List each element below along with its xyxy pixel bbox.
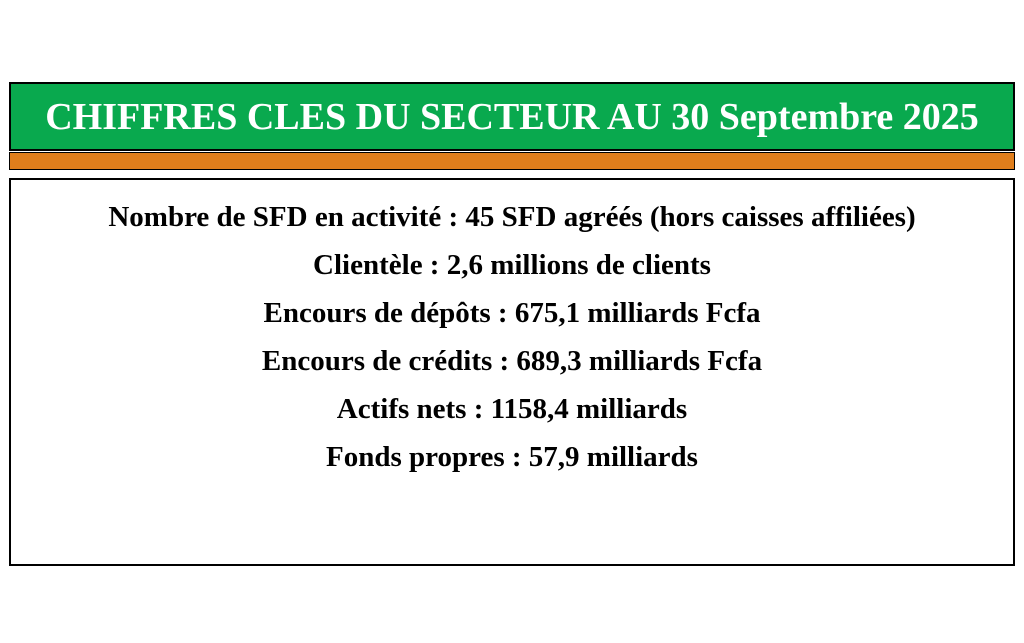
page-title: CHIFFRES CLES DU SECTEUR AU 30 Septembre… <box>45 95 979 138</box>
stat-line-sfd-count: Nombre de SFD en activité : 45 SFD agréé… <box>108 201 916 233</box>
orange-divider <box>9 152 1015 170</box>
stat-line-clientele: Clientèle : 2,6 millions de clients <box>313 249 711 281</box>
stats-box: Nombre de SFD en activité : 45 SFD agréé… <box>9 178 1015 566</box>
stat-line-encours-credits: Encours de crédits : 689,3 milliards Fcf… <box>261 345 763 377</box>
stat-line-fonds-propres: Fonds propres : 57,9 milliards <box>326 441 698 473</box>
header-banner: CHIFFRES CLES DU SECTEUR AU 30 Septembre… <box>9 82 1015 151</box>
stat-line-encours-depots: Encours de dépôts : 675,1 milliards Fcfa <box>263 297 761 329</box>
stat-line-actifs-nets: Actifs nets : 1158,4 milliards <box>336 393 688 425</box>
